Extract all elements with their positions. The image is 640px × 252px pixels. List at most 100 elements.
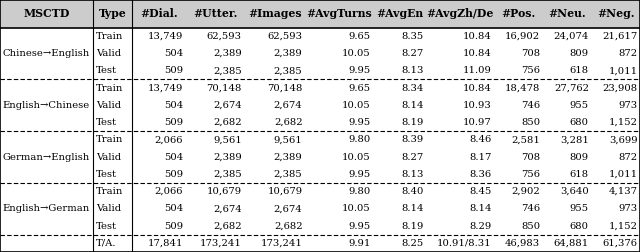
Text: Train: Train	[96, 187, 124, 196]
Text: 10.93: 10.93	[463, 101, 492, 110]
Text: 504: 504	[164, 153, 183, 162]
Text: 8.14: 8.14	[401, 204, 424, 213]
Text: 1,011: 1,011	[608, 170, 637, 179]
Text: 3,281: 3,281	[560, 135, 589, 144]
Text: 8.14: 8.14	[469, 204, 492, 213]
Text: 10.05: 10.05	[342, 49, 371, 58]
Text: 9.80: 9.80	[348, 187, 371, 196]
Text: #Images: #Images	[248, 8, 301, 19]
Text: 680: 680	[570, 222, 589, 231]
Text: 2,385: 2,385	[274, 170, 303, 179]
Text: 8.46: 8.46	[470, 135, 492, 144]
Text: 2,581: 2,581	[511, 135, 540, 144]
Text: 62,593: 62,593	[268, 32, 303, 41]
Text: 2,674: 2,674	[274, 101, 303, 110]
Text: 850: 850	[521, 222, 540, 231]
Text: 70,148: 70,148	[206, 84, 242, 92]
Text: Valid: Valid	[96, 153, 121, 162]
Text: 756: 756	[522, 66, 540, 75]
Text: 10.84: 10.84	[463, 49, 492, 58]
Text: MSCTD: MSCTD	[23, 8, 70, 19]
Text: 504: 504	[164, 49, 183, 58]
Text: Train: Train	[96, 84, 124, 92]
Text: 8.19: 8.19	[401, 118, 424, 127]
Text: 2,902: 2,902	[511, 187, 540, 196]
Text: 872: 872	[618, 153, 637, 162]
Text: 2,682: 2,682	[213, 118, 242, 127]
Text: 3,699: 3,699	[609, 135, 637, 144]
Text: 2,066: 2,066	[155, 135, 183, 144]
Text: 708: 708	[521, 153, 540, 162]
Text: 10.05: 10.05	[342, 153, 371, 162]
Text: 955: 955	[570, 204, 589, 213]
Text: 8.29: 8.29	[470, 222, 492, 231]
Text: 10,679: 10,679	[268, 187, 303, 196]
Text: 9.65: 9.65	[348, 32, 371, 41]
Text: 680: 680	[570, 118, 589, 127]
Text: 2,385: 2,385	[274, 66, 303, 75]
Text: 10.91/8.31: 10.91/8.31	[437, 239, 492, 248]
Text: 9.95: 9.95	[348, 118, 371, 127]
Text: English→Chinese: English→Chinese	[3, 101, 90, 110]
Text: 809: 809	[570, 153, 589, 162]
Text: 504: 504	[164, 101, 183, 110]
Text: 1,152: 1,152	[609, 118, 637, 127]
Text: 2,682: 2,682	[274, 118, 303, 127]
Text: 10,679: 10,679	[207, 187, 242, 196]
Text: 8.45: 8.45	[469, 187, 492, 196]
Text: 64,881: 64,881	[554, 239, 589, 248]
Text: 2,674: 2,674	[213, 101, 242, 110]
Text: 504: 504	[164, 204, 183, 213]
Text: 10.05: 10.05	[342, 101, 371, 110]
Text: English→German: English→German	[3, 204, 90, 213]
Text: 509: 509	[164, 118, 183, 127]
Text: #AvgEn: #AvgEn	[376, 8, 423, 19]
Text: Test: Test	[96, 222, 117, 231]
Text: 8.40: 8.40	[401, 187, 424, 196]
Text: Valid: Valid	[96, 101, 121, 110]
Text: 9.95: 9.95	[348, 222, 371, 231]
Text: 2,389: 2,389	[274, 153, 303, 162]
Text: 62,593: 62,593	[207, 32, 242, 41]
Bar	[0, 0, 640, 28]
Text: 618: 618	[570, 66, 589, 75]
Text: #Neg.: #Neg.	[597, 8, 634, 19]
Text: 10.84: 10.84	[463, 84, 492, 92]
Text: 17,841: 17,841	[148, 239, 183, 248]
Text: 10.05: 10.05	[342, 204, 371, 213]
Text: Train: Train	[96, 32, 124, 41]
Text: 8.27: 8.27	[402, 49, 424, 58]
Text: 27,762: 27,762	[554, 84, 589, 92]
Text: 2,385: 2,385	[213, 66, 242, 75]
Text: 2,389: 2,389	[213, 153, 242, 162]
Text: 9,561: 9,561	[274, 135, 303, 144]
Text: 4,137: 4,137	[609, 187, 637, 196]
Text: 746: 746	[521, 101, 540, 110]
Text: 2,674: 2,674	[274, 204, 303, 213]
Text: 708: 708	[521, 49, 540, 58]
Text: #AvgTurns: #AvgTurns	[306, 8, 372, 19]
Text: 8.34: 8.34	[401, 84, 424, 92]
Text: 8.27: 8.27	[402, 153, 424, 162]
Text: 9.95: 9.95	[348, 170, 371, 179]
Text: 509: 509	[164, 170, 183, 179]
Text: #Utter.: #Utter.	[193, 8, 237, 19]
Text: 13,749: 13,749	[148, 32, 183, 41]
Text: 9.91: 9.91	[348, 239, 371, 248]
Text: 18,478: 18,478	[505, 84, 540, 92]
Text: 973: 973	[618, 204, 637, 213]
Text: Test: Test	[96, 66, 117, 75]
Text: 1,011: 1,011	[608, 66, 637, 75]
Text: 2,389: 2,389	[274, 49, 303, 58]
Text: 173,241: 173,241	[260, 239, 303, 248]
Text: 8.14: 8.14	[401, 101, 424, 110]
Text: #AvgZh/De: #AvgZh/De	[427, 8, 494, 19]
Text: 173,241: 173,241	[200, 239, 242, 248]
Text: Train: Train	[96, 135, 124, 144]
Text: 23,908: 23,908	[602, 84, 637, 92]
Text: 746: 746	[521, 204, 540, 213]
Text: German→English: German→English	[3, 153, 90, 162]
Text: 8.13: 8.13	[401, 170, 424, 179]
Text: Valid: Valid	[96, 49, 121, 58]
Text: #Pos.: #Pos.	[502, 8, 536, 19]
